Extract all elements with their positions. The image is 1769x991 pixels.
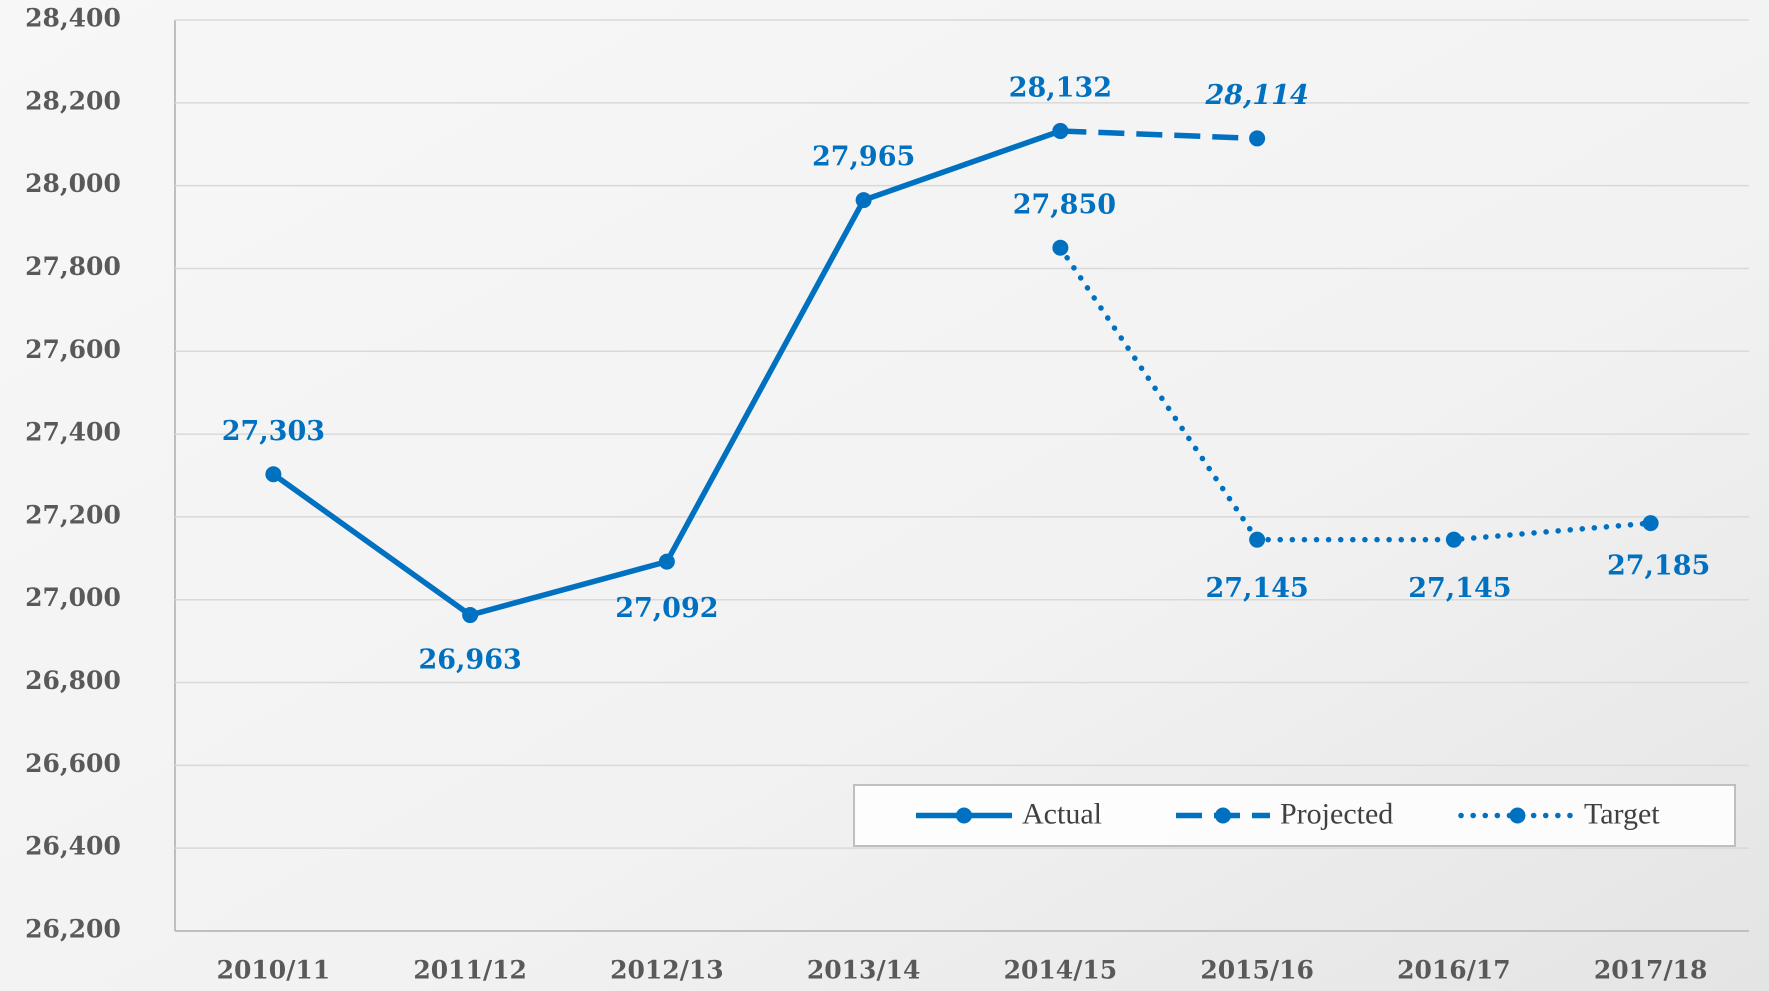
data-label: 27,185 [1607, 551, 1710, 582]
marker [658, 553, 675, 570]
x-tick-label: 2011/12 [413, 956, 527, 985]
x-tick-label: 2015/16 [1200, 956, 1314, 985]
legend-label: Projected [1280, 797, 1393, 830]
y-tick-label: 28,000 [25, 169, 121, 198]
x-tick-label: 2014/15 [1004, 956, 1118, 985]
marker [1052, 122, 1069, 139]
marker [1052, 239, 1069, 256]
data-label: 27,145 [1408, 573, 1511, 604]
data-label: 28,114 [1204, 80, 1308, 111]
legend-label: Actual [1022, 797, 1102, 830]
data-label: 27,092 [615, 593, 718, 624]
marker [1445, 531, 1462, 548]
data-label: 27,145 [1205, 573, 1308, 604]
x-tick-label: 2016/17 [1397, 956, 1511, 985]
data-label: 27,965 [812, 142, 915, 173]
data-label: 27,850 [1013, 189, 1116, 220]
x-tick-label: 2017/18 [1594, 956, 1708, 985]
y-tick-label: 26,200 [25, 915, 121, 944]
y-tick-label: 26,600 [25, 749, 121, 778]
marker [855, 192, 872, 209]
marker [1642, 515, 1659, 532]
y-tick-label: 27,000 [25, 583, 121, 612]
y-tick-label: 27,400 [25, 418, 121, 447]
data-label: 28,132 [1009, 72, 1112, 103]
marker [1249, 531, 1266, 548]
data-label: 27,303 [222, 416, 325, 447]
marker [462, 607, 479, 624]
x-tick-label: 2012/13 [610, 956, 724, 985]
y-tick-label: 27,200 [25, 500, 121, 529]
y-tick-label: 28,200 [25, 86, 121, 115]
legend-marker [1509, 807, 1526, 824]
legend-marker [1215, 807, 1231, 824]
y-tick-label: 26,400 [25, 832, 121, 861]
legend-label: Target [1584, 797, 1660, 830]
marker [1249, 130, 1266, 147]
marker [265, 466, 282, 483]
x-tick-label: 2010/11 [217, 956, 331, 985]
legend-marker [956, 807, 972, 824]
data-label: 26,963 [418, 645, 521, 676]
y-tick-label: 26,800 [25, 666, 121, 695]
y-tick-label: 28,400 [25, 4, 121, 33]
y-tick-label: 27,600 [25, 335, 121, 364]
y-tick-label: 27,800 [25, 252, 121, 281]
series-line [1057, 245, 1654, 543]
series-line [1060, 128, 1258, 142]
x-tick-label: 2013/14 [807, 956, 921, 985]
